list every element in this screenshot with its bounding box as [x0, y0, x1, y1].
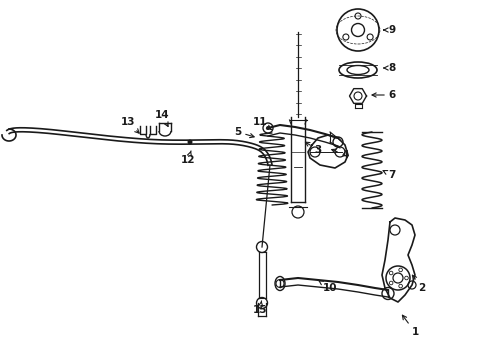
Circle shape: [399, 268, 402, 272]
Text: 12: 12: [181, 151, 195, 165]
Text: 2: 2: [413, 275, 426, 293]
Text: 10: 10: [318, 280, 337, 293]
Circle shape: [343, 34, 349, 40]
Circle shape: [405, 276, 408, 280]
Text: 9: 9: [384, 25, 395, 35]
Circle shape: [390, 271, 393, 275]
Circle shape: [266, 126, 270, 130]
Circle shape: [355, 13, 361, 19]
Circle shape: [367, 34, 373, 40]
Circle shape: [399, 284, 402, 288]
Circle shape: [390, 281, 393, 285]
Text: 13: 13: [121, 117, 139, 133]
Text: 3: 3: [305, 142, 321, 155]
Text: 8: 8: [384, 63, 395, 73]
Text: 4: 4: [332, 149, 349, 160]
Text: 14: 14: [155, 110, 170, 126]
Text: 6: 6: [372, 90, 395, 100]
Text: 1: 1: [402, 315, 418, 337]
Text: 15: 15: [253, 301, 267, 315]
Text: 5: 5: [234, 127, 254, 138]
Text: 7: 7: [383, 170, 396, 180]
Text: 11: 11: [253, 117, 271, 130]
Circle shape: [188, 139, 193, 144]
